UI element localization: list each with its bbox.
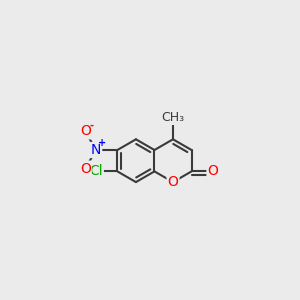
Text: O: O	[80, 124, 91, 138]
Text: O: O	[168, 175, 178, 189]
Text: N: N	[91, 143, 101, 157]
Text: O: O	[80, 162, 91, 176]
Text: -: -	[90, 121, 94, 131]
Text: +: +	[98, 139, 106, 148]
Text: Cl: Cl	[89, 164, 103, 178]
Text: O: O	[208, 164, 218, 178]
Text: CH₃: CH₃	[161, 111, 184, 124]
